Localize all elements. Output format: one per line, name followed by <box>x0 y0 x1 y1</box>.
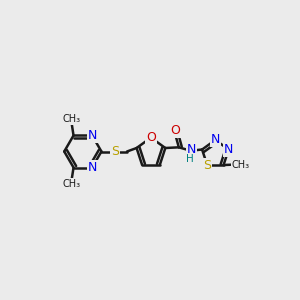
Text: N: N <box>211 134 220 146</box>
Text: CH₃: CH₃ <box>63 179 81 189</box>
Text: N: N <box>88 161 97 174</box>
Text: N: N <box>224 143 233 156</box>
Text: S: S <box>203 158 211 172</box>
Text: O: O <box>146 131 156 144</box>
Text: S: S <box>111 145 119 158</box>
Text: CH₃: CH₃ <box>231 160 249 170</box>
Text: N: N <box>88 129 97 142</box>
Text: CH₃: CH₃ <box>63 114 81 124</box>
Text: H: H <box>186 154 194 164</box>
Text: O: O <box>170 124 180 137</box>
Text: N: N <box>187 143 196 156</box>
